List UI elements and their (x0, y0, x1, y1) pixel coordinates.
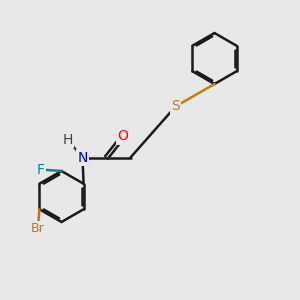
Text: Br: Br (31, 222, 45, 235)
Text: F: F (37, 163, 44, 176)
Text: N: N (77, 151, 88, 164)
Text: O: O (118, 130, 128, 143)
Text: H: H (62, 133, 73, 146)
Text: S: S (171, 100, 180, 113)
